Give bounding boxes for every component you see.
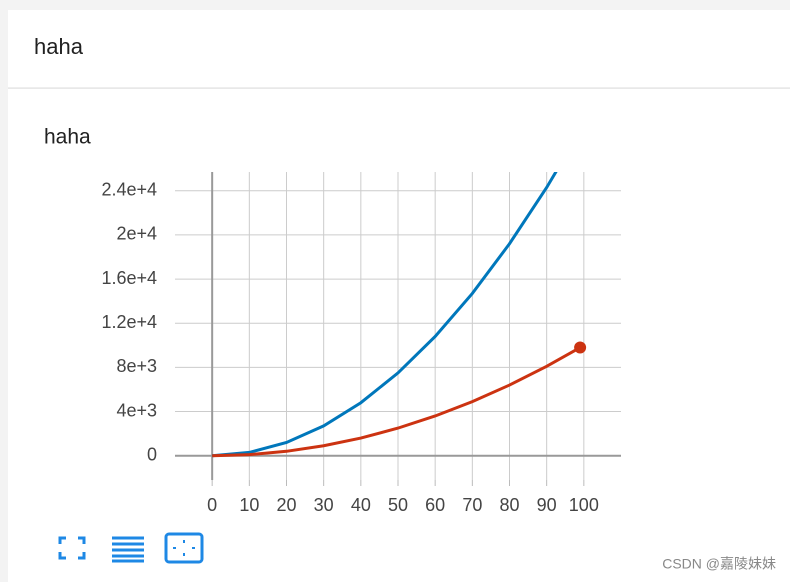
x-tick-label: 40 xyxy=(351,495,371,515)
y-tick-label: 0 xyxy=(147,444,157,464)
y-tick-label: 2.4e+4 xyxy=(101,180,157,200)
x-tick-label: 50 xyxy=(388,495,408,515)
legend-icon[interactable] xyxy=(112,536,144,563)
plot: 0 4e+3 8e+3 1.2e+4 1.6e+4 2e+4 2.4e+4 0 10 20 30 40… xyxy=(101,172,621,515)
x-tick-label: 30 xyxy=(314,495,334,515)
header-card xyxy=(8,10,790,88)
series-group xyxy=(212,172,587,458)
header-title: haha xyxy=(34,34,84,59)
y-tick-label: 1.6e+4 xyxy=(101,268,157,288)
x-tick-label: 20 xyxy=(276,495,296,515)
fullscreen-icon[interactable] xyxy=(58,536,86,560)
x-tick-label: 90 xyxy=(537,495,557,515)
watermark: CSDN @嘉陵妹妹 xyxy=(662,556,776,572)
x-tick-label: 80 xyxy=(499,495,519,515)
y-tick-label: 1.2e+4 xyxy=(101,312,157,332)
x-tick-label: 0 xyxy=(207,495,217,515)
end-point xyxy=(574,341,587,354)
x-tick-label: 100 xyxy=(569,495,599,515)
x-tick-label: 10 xyxy=(239,495,259,515)
y-tick-label: 2e+4 xyxy=(116,224,157,244)
y-tick-label: 8e+3 xyxy=(116,356,157,376)
fit-icon[interactable] xyxy=(164,532,204,564)
fit-icon-arrows xyxy=(173,540,195,556)
x-tick-label: 70 xyxy=(462,495,482,515)
x-tick-label: 60 xyxy=(425,495,445,515)
series-line xyxy=(212,346,581,458)
chart-title: haha xyxy=(44,126,91,149)
y-tick-label: 4e+3 xyxy=(116,400,157,420)
series-line xyxy=(212,172,558,458)
toolbar xyxy=(58,532,204,564)
